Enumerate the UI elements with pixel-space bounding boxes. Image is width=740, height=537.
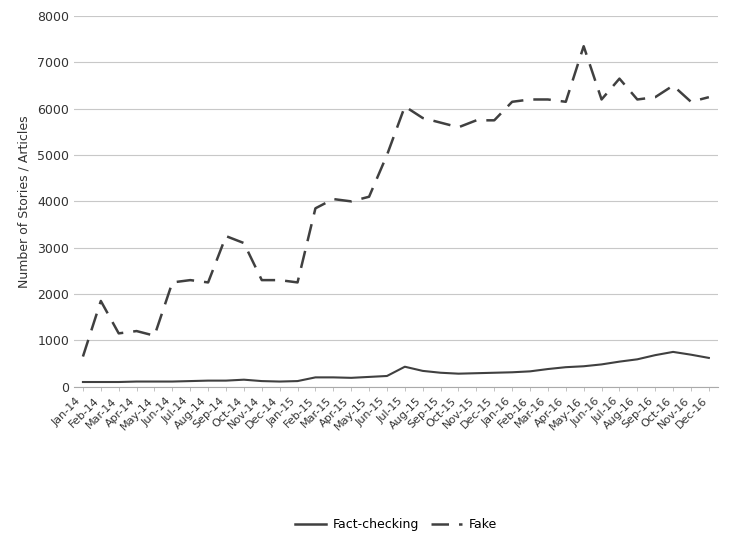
Y-axis label: Number of Stories / Articles: Number of Stories / Articles — [17, 115, 30, 288]
Legend: Fact-checking, Fake: Fact-checking, Fake — [290, 513, 502, 536]
